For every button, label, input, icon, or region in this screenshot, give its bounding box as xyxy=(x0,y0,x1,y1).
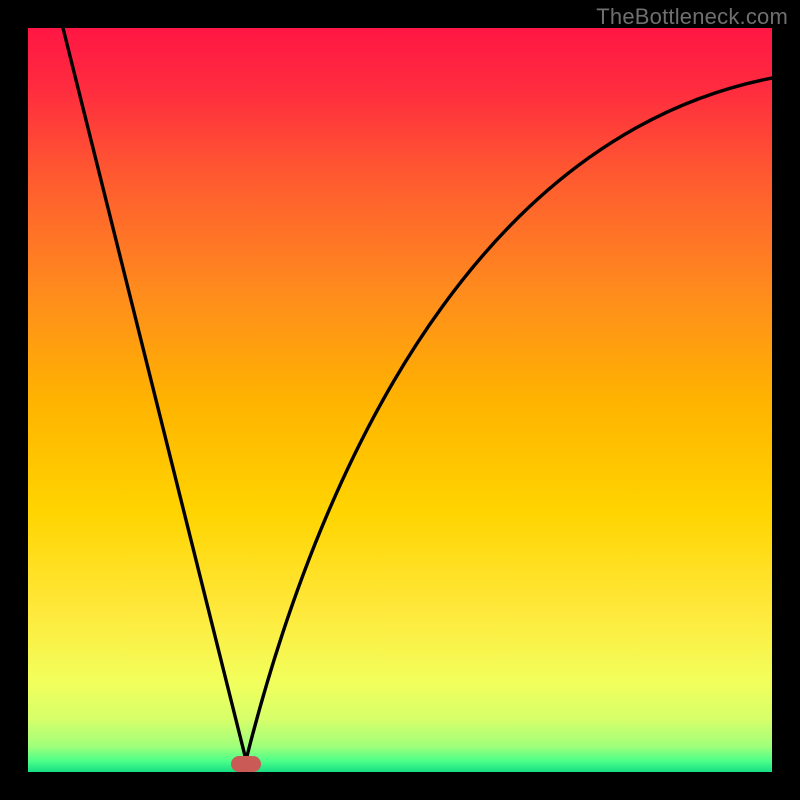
chart-plot-area xyxy=(28,28,772,772)
bottleneck-chart: TheBottleneck.com xyxy=(0,0,800,800)
optimal-point-marker xyxy=(231,756,261,772)
watermark-label: TheBottleneck.com xyxy=(596,4,788,30)
chart-svg xyxy=(0,0,800,800)
